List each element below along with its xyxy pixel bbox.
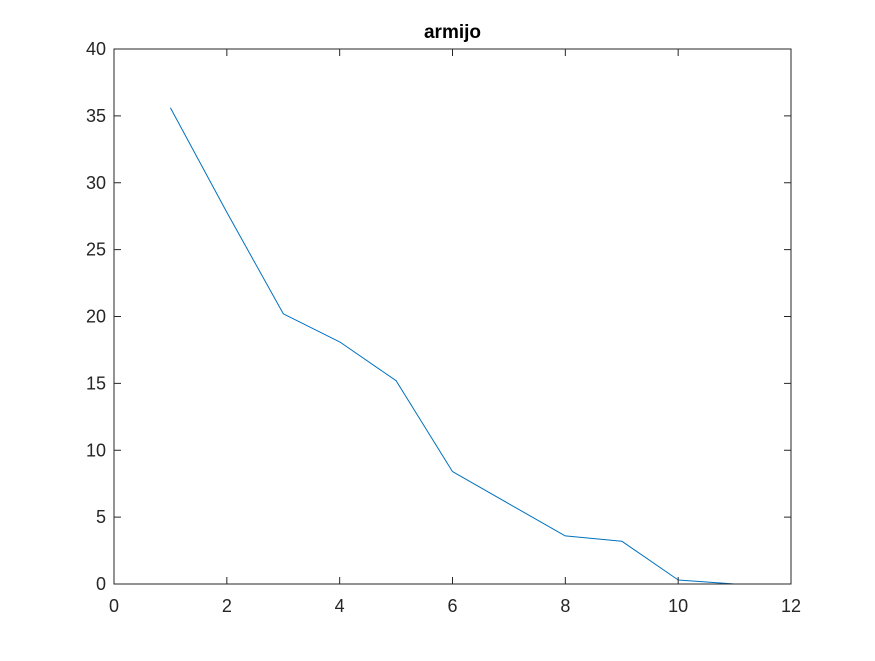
plot-area <box>114 49 791 584</box>
x-tick-label: 6 <box>447 596 457 616</box>
x-tick-label: 2 <box>222 596 232 616</box>
chart-marks <box>169 107 735 585</box>
y-tick-label: 20 <box>86 307 106 327</box>
y-tick-label: 10 <box>86 440 106 460</box>
x-tick-label: 10 <box>668 596 688 616</box>
y-tick-label: 25 <box>86 240 106 260</box>
y-tick-label: 5 <box>96 507 106 527</box>
chart-title: armijo <box>424 22 481 43</box>
y-tick-label: 35 <box>86 106 106 126</box>
x-tick-label: 12 <box>781 596 801 616</box>
x-tick-label: 4 <box>335 596 345 616</box>
y-tick-label: 30 <box>86 173 106 193</box>
x-tick-label: 8 <box>560 596 570 616</box>
x-tick-label: 0 <box>109 596 119 616</box>
y-tick-label: 0 <box>96 574 106 594</box>
series-line-1 <box>169 107 735 585</box>
y-tick-label: 15 <box>86 373 106 393</box>
axis-ticks: 0 2 4 6 8 10 12 0 5 10 15 20 25 30 35 40 <box>86 39 801 616</box>
y-tick-label: 40 <box>86 39 106 59</box>
